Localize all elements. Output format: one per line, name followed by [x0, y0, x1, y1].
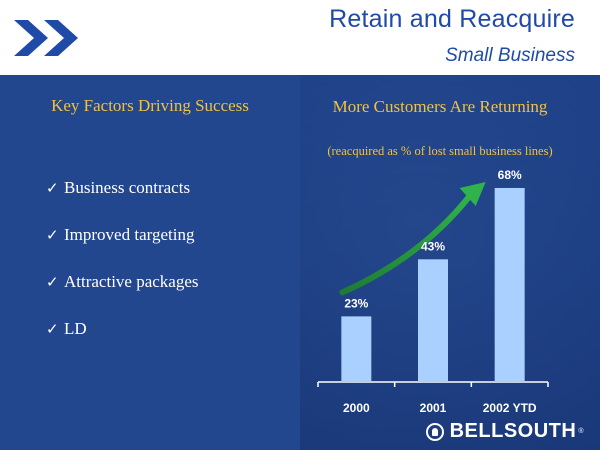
- data-label: 68%: [498, 168, 522, 182]
- slide-title: Retain and Reacquire: [329, 5, 575, 33]
- list-item: ✓ Business contracts: [46, 178, 199, 202]
- data-label: 43%: [421, 239, 445, 253]
- trend-arrow-head: [459, 181, 486, 206]
- checkmark-icon: ✓: [46, 322, 59, 338]
- chart-title: More Customers Are Returning: [332, 97, 548, 116]
- brand-name: BELLSOUTH: [449, 420, 577, 442]
- left-panel: [0, 75, 300, 450]
- bar: [418, 259, 448, 382]
- key-factors-heading: Key Factors Driving Success: [51, 96, 249, 115]
- chart-subtitle: (reacquired as % of lost small business …: [327, 144, 553, 158]
- double-chevron-icon: [14, 20, 78, 56]
- x-tick-label: 2000: [343, 401, 370, 415]
- checkmark-icon: ✓: [46, 181, 59, 197]
- bell-icon: [425, 422, 444, 441]
- trend-arrow: [339, 192, 473, 296]
- slide-subtitle: Small Business: [445, 45, 575, 66]
- key-factors-list: ✓ Business contracts ✓ Improved targeting …: [46, 178, 199, 366]
- list-item: ✓ LD: [46, 319, 199, 343]
- x-tick-label: 2002 YTD: [483, 401, 537, 415]
- data-label: 23%: [344, 296, 368, 310]
- header-bar: Retain and Reacquire Small Business: [0, 0, 600, 75]
- list-item-label: Business contracts: [64, 178, 191, 197]
- list-item-label: Improved targeting: [64, 225, 195, 244]
- x-tick-label: 2001: [420, 401, 447, 415]
- list-item: ✓ Improved targeting: [46, 225, 199, 249]
- bar: [341, 316, 372, 382]
- registered-mark: ®: [578, 428, 584, 435]
- checkmark-icon: ✓: [46, 275, 59, 291]
- list-item: ✓ Attractive packages: [46, 272, 199, 296]
- list-item-label: Attractive packages: [64, 272, 199, 291]
- bar: [494, 187, 525, 382]
- bellsouth-logo: BELLSOUTH ®: [425, 420, 584, 443]
- checkmark-icon: ✓: [46, 228, 59, 244]
- list-item-label: LD: [64, 319, 87, 338]
